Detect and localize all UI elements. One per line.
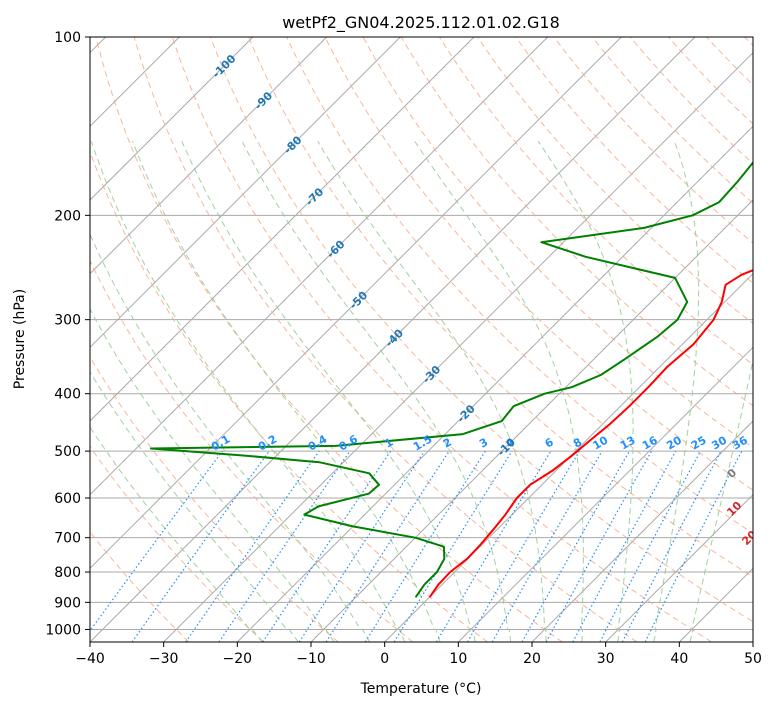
moist-adiabat-line (537, 141, 634, 642)
y-tick-label: 800 (54, 565, 81, 581)
dry-adiabat-line (324, 37, 753, 491)
plot-frame (89, 36, 754, 643)
mixing-ratio-line (545, 450, 653, 642)
y-tick-label: 500 (54, 444, 81, 460)
x-tick-label: 30 (597, 651, 615, 667)
x-tick-label: 0 (380, 651, 389, 667)
moist-adiabat-line (132, 141, 441, 642)
moist-adiabat-line (90, 370, 299, 642)
dry-adiabat-line (515, 37, 753, 284)
isotherm-line (236, 125, 753, 642)
isotherm-line (90, 37, 401, 349)
mixing-ratio-line (521, 450, 631, 642)
y-tick-label: 1000 (45, 622, 81, 638)
isotherm-line (90, 37, 549, 496)
dry-adiabat-line (171, 37, 712, 642)
axis-layer: −40 −30 −20 −10 0 10 20 30 40 50 1000 900 800 700 600 5… (45, 30, 762, 667)
moist-adiabat-line (181, 141, 476, 642)
mixing-ratio-line (491, 450, 603, 642)
isotherm-line (605, 493, 753, 642)
isotherm-line (457, 346, 753, 642)
moist-adiabat-line (317, 141, 547, 642)
mixing-ratio-line (466, 450, 580, 642)
mixing-ratio-line (131, 450, 270, 642)
grid-layer (90, 37, 753, 642)
isotherm-line (90, 37, 254, 201)
dry-adiabat-label: 40 (763, 591, 775, 611)
x-tick-label: −30 (149, 651, 179, 667)
moist-adiabat-line (90, 426, 263, 642)
x-tick-label: −40 (75, 651, 105, 667)
dry-adiabat-line (248, 37, 753, 578)
isotherm-line (531, 420, 753, 642)
mixing-ratio-line (218, 450, 351, 642)
dry-adiabat-line (400, 37, 753, 407)
plot-background (90, 37, 753, 642)
mixing-ratio-line (393, 450, 513, 642)
mixing-ratio-line (572, 450, 677, 642)
x-tick-label: −10 (296, 651, 326, 667)
moist-adiabat-line (414, 141, 584, 642)
y-tick-label: 100 (54, 30, 81, 46)
isotherm-line (384, 272, 753, 642)
isotherm-line (90, 37, 328, 275)
mixing-ratio-line (90, 450, 223, 632)
moist-adiabat-line (653, 141, 700, 642)
y-tick-label: 700 (54, 531, 81, 547)
x-tick-label: 10 (449, 651, 467, 667)
moist-adiabat-line (241, 141, 512, 642)
dry-adiabat-line (133, 37, 638, 642)
y-tick-label: 400 (54, 387, 81, 403)
y-tick-label: 600 (54, 491, 81, 507)
y-tick-label: 900 (54, 595, 81, 611)
x-tick-label: 50 (744, 651, 762, 667)
dry-adiabat-line (629, 37, 753, 165)
x-axis-label: Temperature (°C) (360, 681, 482, 697)
dry-adiabat-line (90, 445, 264, 642)
y-axis-label: Pressure (hPa) (12, 289, 28, 389)
mixing-ratio-line (185, 450, 320, 642)
isotherm-line (752, 641, 753, 642)
y-tick-label: 300 (54, 313, 81, 329)
dry-adiabat-line (90, 259, 414, 642)
temperature-profile-line (429, 269, 753, 598)
dry-adiabat-label: 30 (750, 561, 770, 581)
dewpoint-profile-line (149, 161, 753, 598)
dry-adiabat-line (477, 37, 753, 325)
dry-adiabat-line (591, 37, 753, 204)
x-tick-label: 20 (523, 651, 541, 667)
dry-adiabat-line (210, 37, 753, 623)
mixing-ratio-line (325, 450, 450, 642)
isotherm-line (90, 37, 475, 422)
y-tick-label: 200 (54, 208, 81, 224)
isotherm-line (90, 37, 622, 570)
dry-adiabat-line (95, 37, 563, 642)
moist-adiabat-line (90, 308, 335, 642)
series-layer (149, 161, 753, 598)
x-tick-label: −20 (223, 651, 253, 667)
isotherm-line (163, 51, 753, 642)
mixing-ratio-line (364, 450, 486, 642)
isotherm-line (90, 37, 696, 642)
dry-adiabat-line (362, 37, 753, 449)
moist-adiabat-line (689, 358, 753, 642)
chart-title: wetPf2_GN04.2025.112.01.02.G18 (282, 13, 560, 33)
moist-adiabat-line (90, 141, 406, 642)
x-tick-label: 40 (670, 651, 688, 667)
